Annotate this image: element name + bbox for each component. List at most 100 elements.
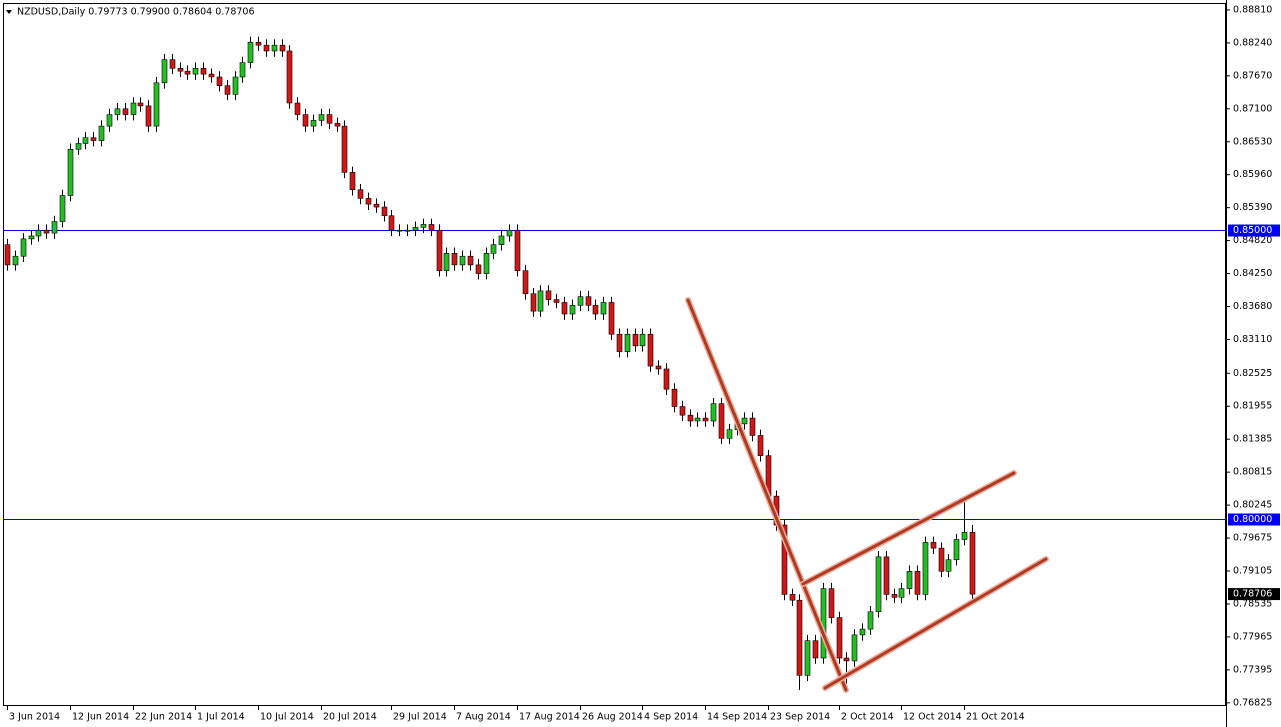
candle-body (59, 195, 66, 222)
candle-body (255, 42, 262, 46)
x-tick-label: 12 Oct 2014 (903, 712, 962, 723)
candle-body (702, 417, 709, 422)
y-tick-label: 0.80245 (1233, 500, 1272, 511)
candle-body (326, 114, 333, 124)
candle-body (577, 296, 584, 306)
candle-body (310, 120, 317, 127)
candle-body (451, 253, 458, 266)
candle-body (349, 172, 356, 191)
candle-body (914, 570, 921, 595)
candle-body (875, 556, 882, 613)
y-tick-label: 0.81385 (1233, 434, 1272, 445)
candle-body (938, 547, 945, 572)
x-tick-label: 4 Sep 2014 (644, 712, 698, 723)
candle-body (263, 44, 270, 52)
candle-body (286, 50, 293, 104)
x-tick-label: 20 Jul 2014 (323, 712, 377, 723)
candle-body (208, 73, 215, 78)
candle-body (647, 333, 654, 367)
candle-body (475, 264, 482, 274)
y-tick-label: 0.84250 (1233, 268, 1272, 279)
candle-body (294, 102, 301, 115)
price-axis: 0.88810 0.88240 0.87670 0.87100 0.86530 0.859… (1226, 0, 1280, 727)
candle-body (373, 203, 380, 208)
candle-body (710, 403, 717, 422)
candle-body (412, 227, 419, 231)
candle-body (961, 532, 968, 540)
candle-body (169, 59, 176, 69)
candle-body (522, 270, 529, 295)
candle-body (224, 85, 231, 95)
candle-body (216, 76, 223, 86)
candle-body (663, 368, 670, 390)
x-tick-label: 17 Aug 2014 (519, 712, 580, 723)
candle-body (67, 148, 74, 196)
x-tick-label: 12 Jun 2014 (72, 712, 129, 723)
x-tick-label: 10 Jul 2014 (260, 712, 314, 723)
candle-body (639, 333, 646, 347)
candle-body (585, 296, 592, 306)
candle-body (883, 556, 890, 595)
candle-body (490, 244, 497, 254)
y-tick-label: 0.79105 (1233, 566, 1272, 577)
candle-body (757, 435, 764, 456)
y-tick-label: 0.88810 (1233, 4, 1272, 15)
candle-body (239, 62, 246, 78)
y-tick-label: 0.88240 (1233, 37, 1272, 48)
candle-body (436, 229, 443, 271)
candle-body (459, 255, 466, 266)
x-tick-label: 26 Aug 2014 (582, 712, 643, 723)
candle-body (200, 68, 207, 75)
candle-body (357, 189, 364, 199)
candle-body (749, 417, 756, 436)
candle-body (859, 628, 866, 636)
x-tick-label: 2 Oct 2014 (841, 712, 894, 723)
candle-body (365, 198, 372, 205)
y-tick-label: 0.83110 (1233, 334, 1272, 345)
candle-body (632, 333, 639, 347)
x-tick-label: 3 Jun 2014 (9, 712, 60, 723)
candle-body (553, 299, 560, 303)
candle-body (443, 253, 450, 271)
hline-label: 0.80000 (1233, 514, 1272, 525)
candle-body (537, 290, 544, 312)
candle-body (922, 542, 929, 595)
candle-body (930, 542, 937, 549)
candle-body (514, 229, 521, 271)
candle-body (28, 235, 35, 240)
candle-body (428, 224, 435, 231)
trendline (686, 298, 848, 692)
candle-body (828, 588, 835, 618)
candle-body (953, 539, 960, 561)
y-tick-label: 0.77965 (1233, 631, 1272, 642)
candle-body (655, 365, 662, 370)
candle-body (687, 414, 694, 422)
candle-body (420, 224, 427, 228)
candle-body (35, 229, 42, 237)
x-tick-label: 22 Jun 2014 (135, 712, 192, 723)
candle-body (20, 238, 27, 257)
candle-body (106, 114, 113, 127)
x-tick-label: 29 Jul 2014 (393, 712, 447, 723)
channel-lower (823, 557, 1048, 690)
candle-body (969, 532, 976, 595)
candle-body (530, 293, 537, 312)
candle-body (396, 229, 403, 232)
candle-body (279, 44, 286, 52)
candle-body (177, 68, 184, 72)
candle-body (616, 333, 623, 352)
candle-body (679, 406, 686, 416)
plot-frame (3, 3, 1226, 706)
y-tick-label: 0.85390 (1233, 202, 1272, 213)
candle-body (122, 108, 129, 115)
candle-body (506, 229, 513, 237)
candle-body (130, 102, 137, 115)
candle-body (843, 657, 850, 662)
candle-body (98, 125, 105, 141)
chart-title: NZDUSD,Daily 0.79773 0.79900 0.78604 0.7… (17, 7, 255, 18)
candle-body (624, 333, 631, 352)
channel-upper (801, 471, 1016, 586)
